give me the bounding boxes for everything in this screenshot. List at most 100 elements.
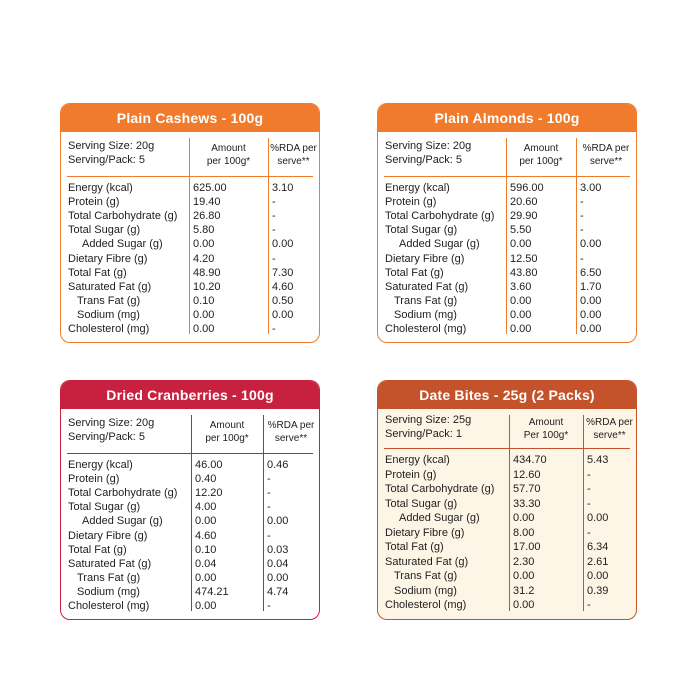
amount-value: 29.90 bbox=[510, 210, 538, 223]
amount-value: 0.00 bbox=[195, 515, 217, 528]
divider bbox=[576, 138, 577, 334]
divider bbox=[191, 415, 192, 611]
amount-value: 12.60 bbox=[513, 468, 541, 481]
amount-value: 2.30 bbox=[513, 555, 535, 568]
nutrient-name: Total Carbohydrate (g) bbox=[385, 210, 495, 223]
rda-value: - bbox=[580, 210, 584, 223]
serving-pack: Serving/Pack: 1 bbox=[385, 428, 463, 440]
amount-value: 596.00 bbox=[510, 182, 544, 194]
card-title: Dried Cranberries - 100g bbox=[61, 381, 319, 409]
nutrient-name: Cholesterol (mg) bbox=[385, 323, 467, 335]
rda-value: - bbox=[580, 196, 584, 209]
rda-value: - bbox=[587, 483, 591, 495]
amount-value: 434.70 bbox=[513, 454, 547, 466]
rda-value: - bbox=[267, 600, 271, 612]
amount-value: 19.40 bbox=[193, 196, 221, 209]
nutrition-card: Date Bites - 25g (2 Packs) Serving Size: … bbox=[377, 380, 637, 620]
nutrient-name: Protein (g) bbox=[68, 196, 120, 209]
rda-value: - bbox=[272, 252, 276, 265]
column-header: Per 100g* bbox=[523, 430, 569, 441]
divider bbox=[506, 138, 507, 334]
amount-value: 0.00 bbox=[510, 238, 532, 251]
divider bbox=[67, 176, 313, 177]
divider bbox=[268, 138, 269, 334]
serving-size: Serving Size: 20g bbox=[68, 417, 155, 429]
rda-value: - bbox=[587, 526, 591, 539]
rda-value: 0.00 bbox=[272, 238, 294, 251]
rda-value: - bbox=[267, 529, 271, 542]
nutrient-name: Added Sugar (g) bbox=[82, 238, 163, 251]
nutrient-name: Protein (g) bbox=[68, 473, 120, 486]
nutrient-name: Added Sugar (g) bbox=[399, 238, 480, 251]
rda-value: 1.70 bbox=[580, 280, 602, 293]
column-header: %RDA per bbox=[267, 420, 315, 431]
column-header: serve** bbox=[274, 433, 308, 444]
nutrient-name: Energy (kcal) bbox=[385, 454, 450, 466]
amount-value: 12.20 bbox=[195, 487, 223, 500]
rda-value: - bbox=[580, 252, 584, 265]
nutrient-name: Cholesterol (mg) bbox=[385, 599, 467, 611]
nutrient-name: Total Fat (g) bbox=[68, 543, 127, 556]
divider bbox=[67, 453, 313, 454]
nutrient-name: Total Fat (g) bbox=[68, 266, 127, 279]
rda-value: 6.50 bbox=[580, 266, 602, 279]
rda-value: 0.00 bbox=[267, 571, 289, 584]
card-title: Plain Almonds - 100g bbox=[378, 104, 636, 132]
rda-value: - bbox=[272, 196, 276, 209]
amount-value: 48.90 bbox=[193, 266, 221, 279]
rda-value: - bbox=[580, 224, 584, 237]
nutrient-name: Energy (kcal) bbox=[385, 182, 450, 194]
rda-value: 0.00 bbox=[580, 294, 602, 307]
amount-value: 4.60 bbox=[195, 529, 217, 542]
column-header: serve** bbox=[277, 156, 310, 167]
column-header: per 100g* bbox=[205, 433, 249, 444]
nutrient-name: Cholesterol (mg) bbox=[68, 323, 150, 335]
rda-value: 0.03 bbox=[267, 543, 289, 556]
amount-value: 0.00 bbox=[195, 600, 217, 612]
column-header: per 100g* bbox=[206, 156, 251, 167]
rda-value: 0.46 bbox=[267, 459, 289, 471]
nutrient-name: Total Carbohydrate (g) bbox=[68, 487, 178, 500]
nutrient-name: Protein (g) bbox=[385, 468, 437, 481]
rda-value: - bbox=[267, 501, 271, 514]
column-header: Amount bbox=[209, 420, 245, 431]
amount-value: 26.80 bbox=[193, 210, 221, 223]
nutrient-name: Cholesterol (mg) bbox=[68, 600, 150, 612]
nutrient-name: Energy (kcal) bbox=[68, 182, 133, 194]
serving-size: Serving Size: 20g bbox=[68, 140, 155, 152]
rda-value: - bbox=[587, 497, 591, 510]
column-header: Amount bbox=[211, 143, 246, 154]
amount-value: 474.21 bbox=[195, 585, 229, 598]
nutrition-card: Dried Cranberries - 100g Serving Size: 20… bbox=[60, 380, 320, 620]
divider bbox=[583, 415, 584, 611]
nutrient-name: Trans Fat (g) bbox=[394, 570, 458, 582]
amount-value: 5.80 bbox=[193, 224, 215, 237]
amount-value: 0.04 bbox=[195, 557, 217, 570]
amount-value: 17.00 bbox=[513, 541, 541, 553]
serving-pack: Serving/Pack: 5 bbox=[385, 154, 463, 166]
nutrient-name: Sodium (mg) bbox=[394, 584, 457, 597]
card-title: Plain Cashews - 100g bbox=[61, 104, 319, 132]
divider bbox=[509, 415, 510, 611]
nutrient-name: Total Carbohydrate (g) bbox=[68, 210, 178, 223]
rda-value: 0.00 bbox=[580, 238, 602, 251]
rda-value: 4.74 bbox=[267, 585, 289, 598]
amount-value: 33.30 bbox=[513, 497, 541, 510]
nutrient-name: Added Sugar (g) bbox=[399, 512, 480, 524]
divider bbox=[263, 415, 264, 611]
rda-value: 0.00 bbox=[267, 515, 289, 528]
nutrient-name: Saturated Fat (g) bbox=[385, 280, 469, 293]
nutrient-name: Total Sugar (g) bbox=[385, 224, 458, 237]
nutrient-name: Total Sugar (g) bbox=[68, 501, 141, 514]
divider bbox=[384, 448, 630, 449]
amount-value: 43.80 bbox=[510, 266, 538, 279]
nutrient-name: Sodium (mg) bbox=[77, 585, 140, 598]
column-header: serve** bbox=[593, 430, 626, 441]
nutrient-name: Saturated Fat (g) bbox=[385, 555, 469, 568]
rda-value: - bbox=[587, 599, 591, 611]
divider bbox=[384, 176, 630, 177]
amount-value: 20.60 bbox=[510, 196, 538, 209]
nutrition-card: Plain Almonds - 100g Serving Size: 20g Ser… bbox=[377, 103, 637, 343]
nutrient-name: Total Fat (g) bbox=[385, 266, 444, 279]
